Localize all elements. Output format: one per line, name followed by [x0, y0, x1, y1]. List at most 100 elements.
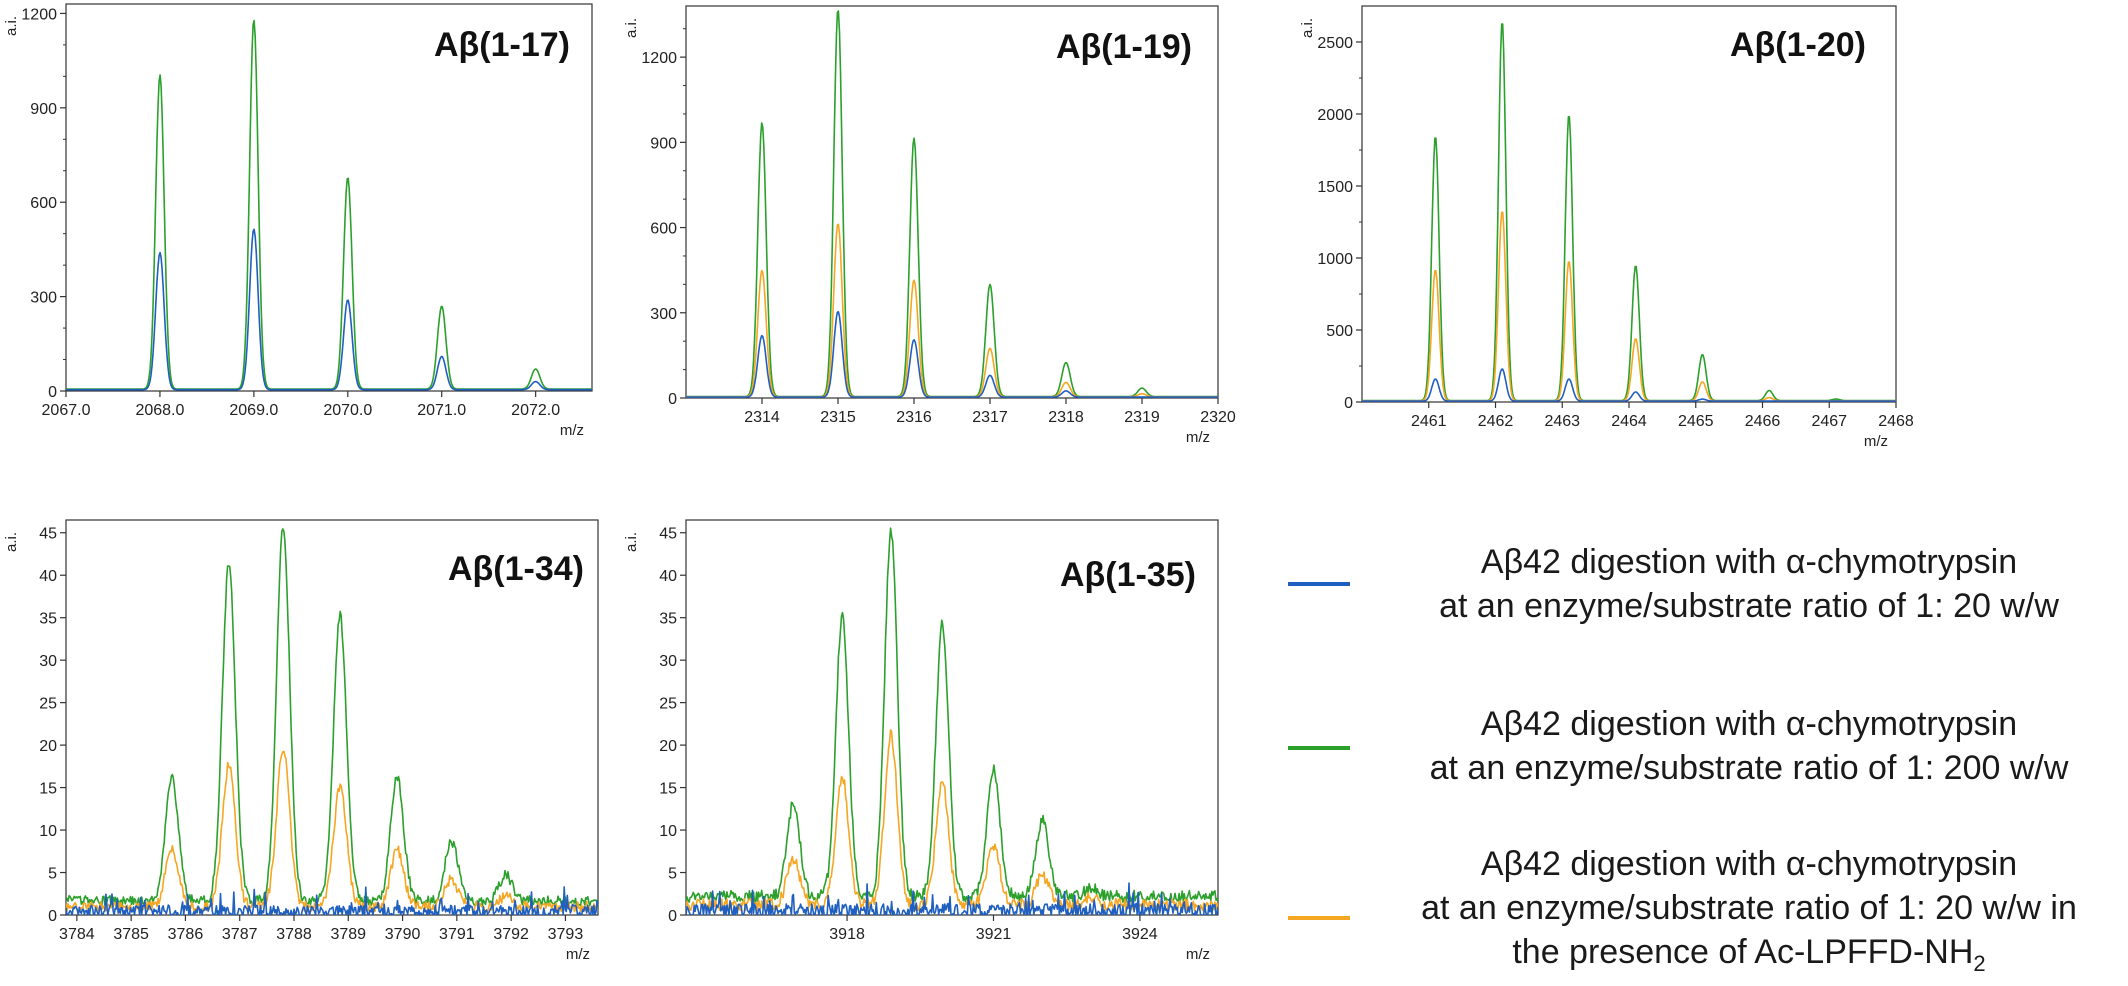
y-tick-label: 20 — [39, 738, 57, 755]
chart-panel-2: 0 300 600 900 1200 2314 2315 2316 2317 2318 2319 23… — [623, 5, 1236, 446]
series-line-3 — [686, 882, 1218, 915]
y-tick-label: 500 — [1326, 323, 1353, 340]
legend-line1: Aβ42 digestion with α-chymotrypsin — [1480, 845, 2018, 883]
chart-title: Aβ(1-20) — [1730, 26, 1866, 64]
series-line-1 — [66, 528, 598, 907]
x-tick-label: 3793 — [548, 926, 584, 943]
x-tick-label: 2072.0 — [511, 402, 560, 419]
y-tick-label: 0 — [668, 391, 677, 408]
x-tick-label: 2071.0 — [417, 402, 466, 419]
y-tick-label: 10 — [39, 823, 57, 840]
plot-frame — [685, 5, 1219, 399]
x-tick-label: 3789 — [330, 926, 366, 943]
legend-line3-sub: 2 — [1973, 950, 1986, 976]
x-tick-label: 2463 — [1544, 413, 1580, 430]
chart-title: Aβ(1-34) — [448, 550, 584, 588]
x-tick-label: 3924 — [1122, 926, 1158, 943]
x-tick-label: 2070.0 — [323, 402, 372, 419]
legend-line1: Aβ42 digestion with α-chymotrypsin — [1480, 543, 2018, 581]
x-tick-label: 2068.0 — [135, 402, 184, 419]
y-tick-label: 1500 — [1317, 179, 1353, 196]
series-line-3 — [686, 310, 1218, 398]
y-tick-label: 25 — [39, 696, 57, 713]
chart-title: Aβ(1-19) — [1056, 28, 1192, 66]
x-axis-label: m/z — [1864, 433, 1888, 450]
y-tick-label: 30 — [39, 653, 57, 670]
chart-title: Aβ(1-17) — [434, 26, 570, 64]
legend-line3-main: the presence of Ac-LPFFD-NH — [1512, 933, 1974, 971]
y-axis-label: a.i. — [3, 16, 20, 36]
legend-line3: the presence of Ac-LPFFD-NH2 — [1370, 930, 2128, 986]
x-tick-label: 2318 — [1048, 409, 1084, 426]
x-tick-label: 2069.0 — [229, 402, 278, 419]
x-tick-label: 3791 — [439, 926, 475, 943]
y-tick-label: 900 — [30, 101, 57, 118]
legend-text-blue: Aβ42 digestion with α-chymotrypsin at an… — [1370, 540, 2128, 628]
x-tick-label: 3784 — [59, 926, 95, 943]
x-tick-label: 3918 — [829, 926, 865, 943]
legend-swatch-blue — [1288, 582, 1350, 586]
legend-line1: Aβ42 digestion with α-chymotrypsin — [1480, 705, 2018, 743]
series-line-2 — [66, 750, 598, 913]
x-tick-label: 2465 — [1678, 413, 1714, 430]
x-tick-label: 2319 — [1124, 409, 1160, 426]
y-tick-label: 0 — [48, 908, 57, 925]
x-tick-label: 3790 — [385, 926, 421, 943]
legend-text-orange: Aβ42 digestion with α-chymotrypsin at an… — [1370, 842, 2128, 986]
x-tick-label: 2467 — [1811, 413, 1847, 430]
y-tick-label: 40 — [659, 568, 677, 585]
x-tick-label: 2320 — [1200, 409, 1236, 426]
chart-panel-1: 0 300 600 900 1200 2067.0 2068.0 2069.0 2070.0 20… — [3, 3, 593, 439]
y-tick-label: 15 — [39, 781, 57, 798]
y-axis-label: a.i. — [623, 532, 640, 552]
x-tick-label: 2464 — [1611, 413, 1647, 430]
plot-frame — [685, 519, 1219, 916]
legend-text-green: Aβ42 digestion with α-chymotrypsin at an… — [1370, 702, 2128, 790]
y-tick-label: 600 — [30, 195, 57, 212]
x-axis-label: m/z — [566, 946, 590, 963]
legend-line2: at an enzyme/substrate ratio of 1: 20 w/… — [1421, 889, 2077, 927]
x-tick-label: 2314 — [744, 409, 780, 426]
y-tick-label: 1000 — [1317, 251, 1353, 268]
legend-line2: at an enzyme/substrate ratio of 1: 200 w… — [1429, 749, 2069, 787]
y-tick-label: 35 — [39, 611, 57, 628]
y-tick-label: 600 — [650, 221, 677, 238]
y-tick-label: 10 — [659, 823, 677, 840]
chart-panel-5: 0 5 10 15 20 25 30 35 40 45 3918 3921 3924 a.i. m/z Aβ(… — [623, 519, 1219, 963]
x-tick-label: 2461 — [1411, 413, 1447, 430]
y-tick-label: 5 — [668, 866, 677, 883]
series-line-3 — [1362, 368, 1896, 402]
legend-line2: at an enzyme/substrate ratio of 1: 20 w/… — [1439, 587, 2059, 625]
y-tick-label: 45 — [659, 526, 677, 543]
y-tick-label: 1200 — [21, 6, 57, 23]
x-tick-label: 2067.0 — [42, 402, 91, 419]
y-tick-label: 300 — [650, 306, 677, 323]
y-axis-label: a.i. — [1299, 18, 1316, 38]
series-line-3 — [66, 886, 598, 915]
y-tick-label: 25 — [659, 696, 677, 713]
x-tick-label: 3786 — [168, 926, 204, 943]
x-tick-label: 2466 — [1745, 413, 1781, 430]
legend-swatch-green — [1288, 746, 1350, 750]
y-tick-label: 1200 — [641, 50, 677, 67]
chart-title: Aβ(1-35) — [1060, 556, 1196, 594]
y-tick-label: 0 — [1344, 395, 1353, 412]
y-tick-label: 2000 — [1317, 107, 1353, 124]
y-tick-label: 15 — [659, 781, 677, 798]
y-tick-label: 2500 — [1317, 35, 1353, 52]
y-tick-label: 0 — [668, 908, 677, 925]
y-axis-label: a.i. — [623, 18, 640, 38]
chart-panel-3: 0 500 1000 1500 2000 2500 2461 2462 2463 2464 2465… — [1299, 5, 1914, 450]
x-tick-label: 2462 — [1478, 413, 1514, 430]
x-tick-label: 2317 — [972, 409, 1008, 426]
plot-frame — [65, 3, 593, 392]
y-tick-label: 300 — [30, 290, 57, 307]
y-tick-label: 20 — [659, 738, 677, 755]
chart-panel-4: 0 5 10 15 20 25 30 35 40 45 3784 3785 3786 3787 3788 37… — [3, 519, 599, 963]
y-tick-label: 45 — [39, 526, 57, 543]
x-tick-label: 3785 — [113, 926, 149, 943]
plot-frame — [1361, 5, 1897, 403]
legend-swatch-orange — [1288, 916, 1350, 920]
y-tick-label: 0 — [48, 384, 57, 401]
